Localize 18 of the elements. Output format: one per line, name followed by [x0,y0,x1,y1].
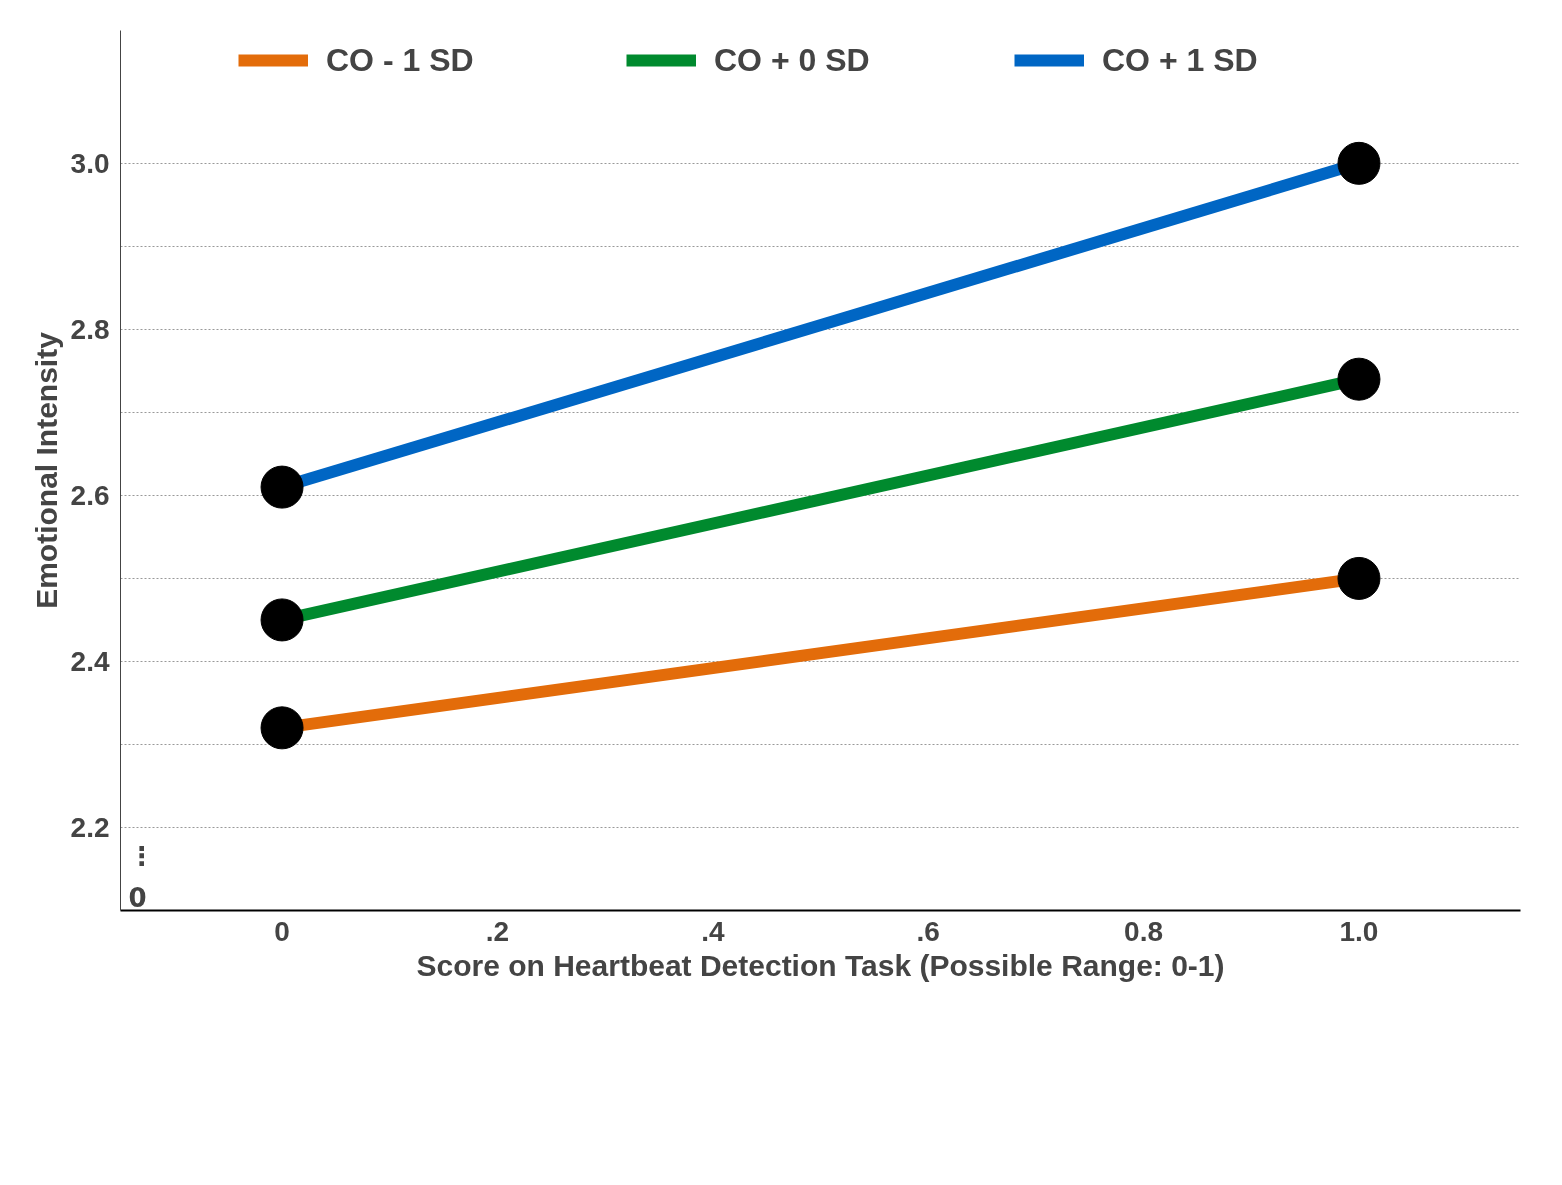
legend-label: CO - 1 SD [326,40,475,80]
x-tick-label: 1.0 [1339,915,1379,947]
y-axis-title: Emotional Intensity [29,331,63,609]
annotation: 0 [128,882,147,913]
y-tick-label: 2.4 [70,645,110,677]
x-tick-label: .2 [485,915,510,947]
x-axis-title: Score on Heartbeat Detection Task (Possible Range: 0-1) [416,948,1225,982]
annotation: ⋮ [128,840,155,871]
legend-label: CO + 0 SD [714,40,871,80]
y-tick-label: 2.2 [70,811,110,843]
y-tick-label: 3.0 [70,147,110,179]
x-tick-label: .4 [701,915,725,947]
x-tick-label: .6 [916,915,940,947]
x-tick-label: 0 [274,915,290,947]
x-tick-label: 0.8 [1124,915,1164,947]
y-tick-label: 2.8 [70,313,110,345]
legend-label: CO + 1 SD [1102,40,1259,80]
y-tick-label: 2.6 [70,479,110,511]
